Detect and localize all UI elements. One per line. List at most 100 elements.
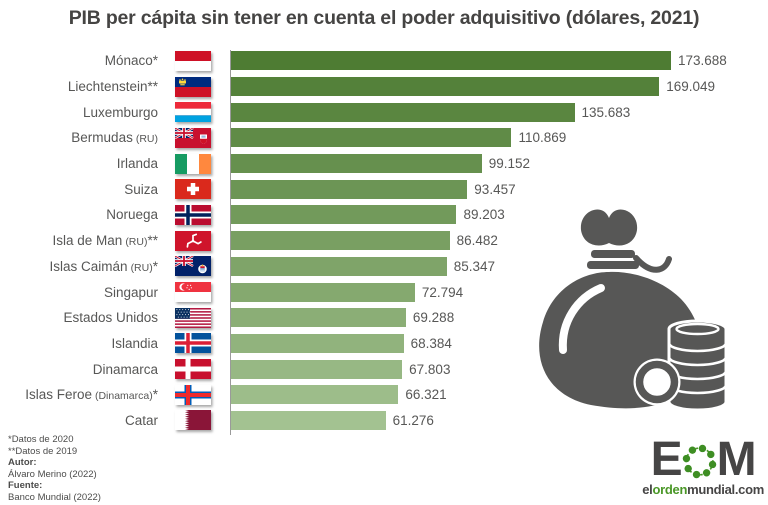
qatar-flag-icon <box>175 410 211 431</box>
country-name: Suiza <box>124 181 158 197</box>
chart-row: Suiza 93.457 <box>0 176 768 202</box>
country-label: Irlanda <box>0 156 158 171</box>
country-label: Luxemburgo <box>0 105 158 120</box>
author-label: Autor: <box>8 457 37 468</box>
bar-track: 66.321 <box>230 385 671 405</box>
bar-track: 61.276 <box>230 410 671 430</box>
country-label: Liechtenstein** <box>0 79 158 94</box>
logo-letter-e: E <box>650 433 683 486</box>
country-name: Dinamarca <box>92 361 158 377</box>
bar <box>230 308 406 328</box>
bar-track: 72.794 <box>230 282 671 302</box>
usa-flag-icon <box>175 307 211 328</box>
country-name: Islas Caimán <box>49 258 128 274</box>
bar <box>230 359 403 379</box>
country-name: Mónaco <box>104 53 153 69</box>
bar-track: 69.288 <box>230 308 671 328</box>
bar-chart: Mónaco* 173.688 Liechtenstein** 169.049 Luxe… <box>0 48 768 433</box>
country-name: Isla de Man <box>52 233 123 249</box>
money-bag-icon <box>539 209 728 412</box>
country-label-footnote-marker: ** <box>147 233 158 249</box>
bar <box>230 102 575 122</box>
country-label: Noruega <box>0 207 158 222</box>
iceland-flag-icon <box>175 333 211 354</box>
source-name: Banco Mundial (2022) <box>8 491 101 503</box>
country-label: Singapur <box>0 285 158 300</box>
country-label: Suiza <box>0 182 158 197</box>
chart-row: Bermudas (RU) 110.869 <box>0 125 768 151</box>
country-label: Islandia <box>0 336 158 351</box>
bar-value-label: 99.152 <box>488 156 531 172</box>
cayman-flag-icon <box>175 256 211 277</box>
bar-track: 85.347 <box>230 256 671 276</box>
country-name: Islandia <box>111 335 158 351</box>
chart-row: Noruega 89.203 <box>0 202 768 228</box>
bag-ribbon-tail <box>633 255 672 273</box>
country-name: Liechtenstein <box>67 79 148 95</box>
bag-highlight <box>558 284 605 354</box>
faroe-flag-icon <box>175 384 211 405</box>
denmark-flag-icon <box>175 359 211 380</box>
country-label: Mónaco* <box>0 53 158 68</box>
bag-band-bottom <box>587 261 639 269</box>
bar <box>230 410 386 430</box>
bermuda-flag-icon <box>175 127 211 148</box>
bar-value-label: 68.384 <box>410 335 452 351</box>
bar <box>230 154 482 174</box>
chart-row: Islas Caimán (RU)* 85.347 <box>0 254 768 280</box>
logo-domain: elordenmundial.com <box>642 482 764 497</box>
chart-row: Isla de Man (RU)** 86.482 <box>0 228 768 254</box>
bar-value-label: 85.347 <box>453 258 495 274</box>
bar <box>230 231 450 251</box>
footnote-2019: **Datos de 2019 <box>8 445 78 457</box>
bar-value-label: 173.688 <box>678 53 727 69</box>
bar <box>230 77 660 97</box>
eom-logo-letters: E M <box>650 433 757 486</box>
chart-row: Islandia 68.384 <box>0 331 768 357</box>
country-label: Isla de Man (RU)** <box>0 233 158 248</box>
country-label-footnote-marker: * <box>152 387 158 403</box>
bar-track: 135.683 <box>230 102 671 122</box>
bar-value-label: 69.288 <box>412 310 455 326</box>
country-name: Catar <box>124 412 158 428</box>
footnote-2020: *Datos de 2020 <box>8 434 74 445</box>
country-label-parenthetical: (RU) <box>130 261 153 274</box>
chart-row: Estados Unidos 69.288 <box>0 305 768 331</box>
country-label-footnote-marker: ** <box>147 79 158 95</box>
country-label-parenthetical: (Dinamarca) <box>94 390 153 403</box>
logo-domain-suffix: mundial.com <box>687 482 764 497</box>
country-label: Estados Unidos <box>0 310 158 325</box>
bar <box>230 128 512 148</box>
logo-domain-green: orden <box>652 482 688 497</box>
country-name: Noruega <box>106 207 158 223</box>
chart-row: Irlanda 99.152 <box>0 151 768 177</box>
country-label: Catar <box>0 413 158 428</box>
country-name: Irlanda <box>116 156 158 172</box>
ireland-flag-icon <box>175 153 211 174</box>
bar-track: 68.384 <box>230 333 671 353</box>
country-name: Luxemburgo <box>82 104 158 120</box>
bar-track: 93.457 <box>230 179 671 199</box>
country-label-parenthetical: (RU) <box>125 236 148 249</box>
bar-value-label: 67.803 <box>409 361 451 377</box>
author-name: Álvaro Merino (2022) <box>8 468 97 480</box>
chart-row: Islas Feroe (Dinamarca)* 66.321 <box>0 382 768 408</box>
chart-row: Luxemburgo 135.683 <box>0 99 768 125</box>
bar-value-label: 61.276 <box>392 412 434 428</box>
monaco-flag-icon <box>175 50 211 71</box>
bar-value-label: 66.321 <box>405 387 447 403</box>
country-label: Islas Feroe (Dinamarca)* <box>0 387 158 402</box>
country-label: Islas Caimán (RU)* <box>0 259 158 274</box>
country-label: Bermudas (RU) <box>0 130 158 145</box>
country-name: Estados Unidos <box>63 310 158 326</box>
bar-value-label: 93.457 <box>474 181 516 197</box>
chart-row: Liechtenstein** 169.049 <box>0 74 768 100</box>
eom-logo: E M elordenmundial.com <box>642 433 764 498</box>
liechtenstein-flag-icon <box>175 76 211 97</box>
bar-track: 169.049 <box>230 77 715 97</box>
axis-line <box>230 50 231 435</box>
country-label: Dinamarca <box>0 362 158 377</box>
isleofman-flag-icon <box>175 230 211 251</box>
bag-band-top <box>591 250 635 258</box>
